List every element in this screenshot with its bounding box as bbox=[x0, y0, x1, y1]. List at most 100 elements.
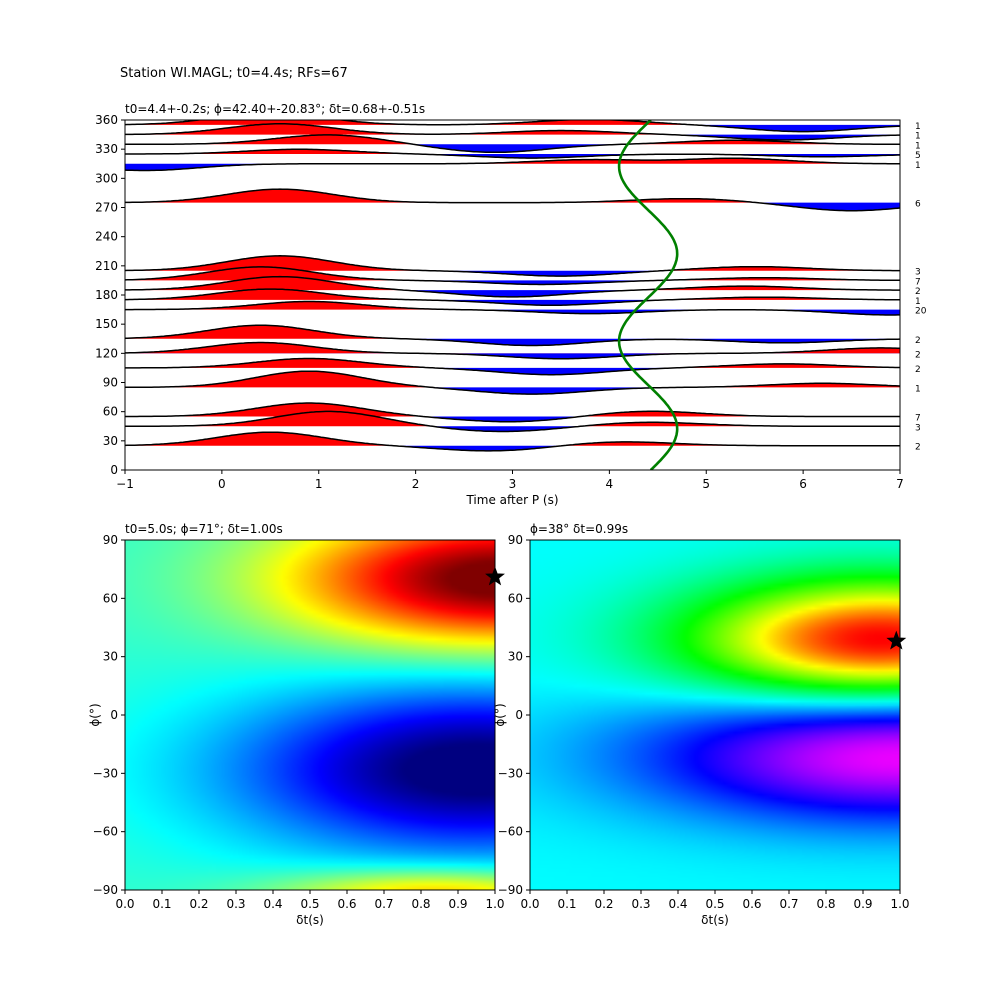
x-tick-label: 1.0 bbox=[485, 897, 504, 911]
y-tick-label: −90 bbox=[498, 883, 523, 897]
trace-count-label: 7 bbox=[915, 277, 921, 287]
rf-trace-positive-fill bbox=[125, 432, 900, 446]
trace-count-label: 2 bbox=[915, 287, 921, 297]
rf-panel-title: t0=4.4+-0.2s; ϕ=42.40+-20.83°; δt=0.68+-… bbox=[125, 102, 425, 116]
x-tick-label: 0.3 bbox=[226, 897, 245, 911]
x-tick-label: 0.7 bbox=[374, 897, 393, 911]
y-tick-label: 0 bbox=[110, 708, 118, 722]
trace-count-label: 1 bbox=[915, 161, 921, 171]
rf-trace-positive-fill bbox=[125, 371, 900, 388]
trace-count-label: 3 bbox=[915, 423, 921, 433]
x-tick-label: 0 bbox=[218, 477, 226, 491]
y-tick-label: 150 bbox=[95, 317, 118, 331]
rf-trace-line bbox=[125, 188, 900, 212]
y-tick-label: 360 bbox=[95, 113, 118, 127]
rf-trace-negative-fill bbox=[125, 280, 900, 285]
rf-trace-line bbox=[125, 255, 900, 277]
rf-trace-positive-fill bbox=[125, 134, 900, 145]
trace-count-label: 1 bbox=[915, 141, 921, 151]
rf-trace-negative-fill bbox=[125, 338, 900, 346]
trace-count-label: 1 bbox=[915, 384, 921, 394]
y-tick-label: 0 bbox=[515, 708, 523, 722]
rf-trace-negative-fill bbox=[125, 154, 900, 159]
x-tick-label: 0.2 bbox=[594, 897, 613, 911]
rf-trace-positive-fill bbox=[125, 158, 900, 164]
y-tick-label: 30 bbox=[508, 650, 523, 664]
x-tick-label: 6 bbox=[799, 477, 807, 491]
rf-trace-positive-fill bbox=[125, 301, 900, 310]
rf-trace-line bbox=[125, 370, 900, 395]
trace-count-label: 1 bbox=[915, 297, 921, 307]
x-tick-label: 0.2 bbox=[189, 897, 208, 911]
x-tick-label: 0.1 bbox=[152, 897, 171, 911]
rf-trace-positive-fill bbox=[125, 411, 900, 427]
x-tick-label: 0.9 bbox=[853, 897, 872, 911]
y-tick-label: −60 bbox=[93, 825, 118, 839]
rf-trace-positive-fill bbox=[125, 289, 900, 300]
rf-trace-positive-fill bbox=[125, 189, 900, 203]
x-tick-label: 5 bbox=[702, 477, 710, 491]
rf-trace-negative-fill bbox=[125, 144, 900, 153]
rf-trace-negative-fill bbox=[125, 202, 900, 211]
y-tick-label: 60 bbox=[508, 591, 523, 605]
x-tick-label: 0.6 bbox=[337, 897, 356, 911]
rf-trace-negative-fill bbox=[125, 290, 900, 297]
x-tick-label: 0.5 bbox=[300, 897, 319, 911]
x-tick-label: 0.3 bbox=[631, 897, 650, 911]
rf-trace-line bbox=[125, 431, 900, 452]
rf-trace-line bbox=[125, 120, 900, 133]
rf-trace-negative-fill bbox=[125, 134, 900, 140]
rf-trace-negative-fill bbox=[125, 367, 900, 375]
rf-trace-positive-fill bbox=[125, 325, 900, 339]
x-tick-label: 4 bbox=[606, 477, 614, 491]
y-tick-label: 270 bbox=[95, 201, 118, 215]
figure-title: Station WI.MAGL; t0=4.4s; RFs=67 bbox=[120, 66, 348, 81]
x-tick-label: 0.6 bbox=[742, 897, 761, 911]
trace-count-label: 2 bbox=[915, 350, 921, 360]
y-tick-label: 90 bbox=[508, 533, 523, 547]
rf-trace-line bbox=[125, 134, 900, 154]
rf-trace-positive-fill bbox=[125, 149, 900, 155]
y-axis-label: ϕ(°) bbox=[493, 703, 507, 726]
rf-trace-line bbox=[125, 324, 900, 347]
x-tick-label: 0.4 bbox=[263, 897, 282, 911]
x-tick-label: 2 bbox=[412, 477, 420, 491]
x-axis-label: δt(s) bbox=[701, 913, 729, 927]
y-tick-label: 60 bbox=[103, 591, 118, 605]
rf-trace-line bbox=[125, 341, 900, 360]
rf-trace-line bbox=[125, 402, 900, 423]
moveout-curve bbox=[617, 120, 679, 470]
x-tick-label: 1 bbox=[315, 477, 323, 491]
rf-trace-line bbox=[125, 288, 900, 307]
rf-trace-line bbox=[125, 275, 900, 298]
rf-trace-line bbox=[125, 123, 900, 141]
heatmap-image-left bbox=[125, 540, 495, 890]
rf-trace-line bbox=[125, 148, 900, 159]
trace-count-label: 7 bbox=[915, 414, 921, 424]
trace-count-label: 2 bbox=[915, 365, 921, 375]
x-axis-label: Time after P (s) bbox=[465, 493, 558, 507]
x-tick-label: 0.7 bbox=[779, 897, 798, 911]
x-tick-label: 0.8 bbox=[411, 897, 430, 911]
rf-trace-line bbox=[125, 157, 900, 172]
rf-trace-negative-fill bbox=[125, 387, 900, 395]
x-tick-label: 0.1 bbox=[557, 897, 576, 911]
rf-trace-line bbox=[125, 357, 900, 376]
x-tick-label: 1.0 bbox=[890, 897, 909, 911]
rf-trace-negative-fill bbox=[125, 299, 900, 306]
rf-trace-line bbox=[125, 410, 900, 433]
heatmap-title-left: t0=5.0s; ϕ=71°; δt=1.00s bbox=[125, 522, 283, 536]
y-tick-label: 240 bbox=[95, 230, 118, 244]
x-tick-label: 0.9 bbox=[448, 897, 467, 911]
rf-trace-negative-fill bbox=[125, 445, 900, 451]
trace-count-label: 6 bbox=[915, 200, 921, 210]
x-tick-label: 7 bbox=[896, 477, 904, 491]
y-tick-label: −60 bbox=[498, 825, 523, 839]
rf-trace-negative-fill bbox=[125, 163, 900, 171]
trace-count-label: 20 bbox=[915, 307, 927, 317]
x-tick-label: 3 bbox=[509, 477, 517, 491]
rf-plot-area bbox=[125, 120, 900, 470]
y-axis-label: ϕ(°) bbox=[88, 703, 102, 726]
rf-trace-negative-fill bbox=[125, 270, 900, 277]
